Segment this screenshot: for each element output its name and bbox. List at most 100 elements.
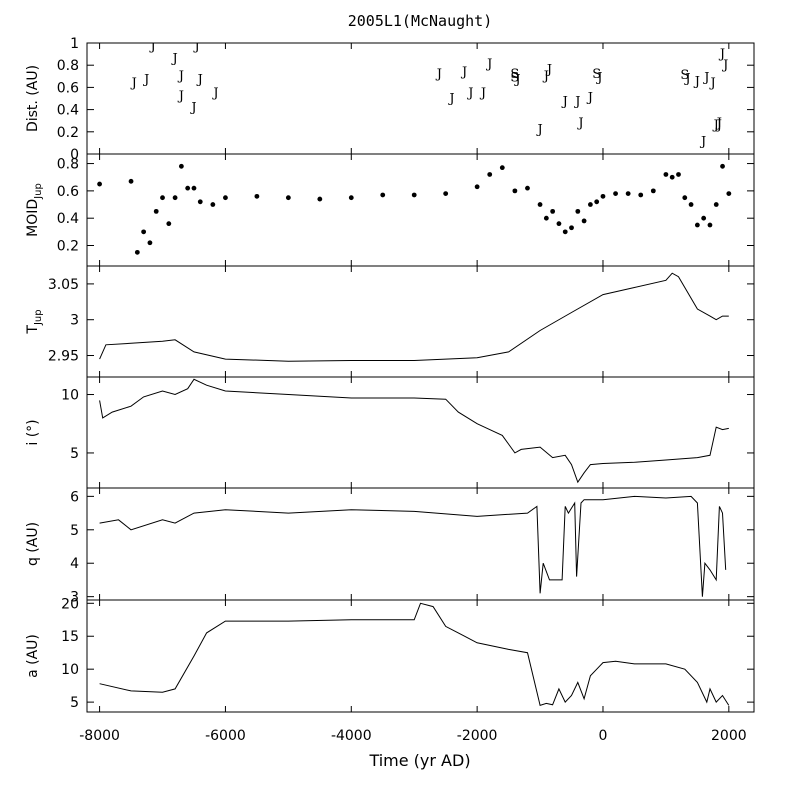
data-point	[223, 195, 228, 201]
encounter-marker: J	[712, 118, 719, 133]
encounter-marker: J	[542, 69, 549, 84]
x-tick-label: -6000	[205, 728, 246, 744]
encounter-marker: S	[680, 68, 689, 83]
plot-area	[99, 272, 729, 362]
data-point	[487, 172, 493, 177]
data-point	[97, 181, 102, 187]
data-point	[726, 191, 732, 197]
encounter-marker: J	[142, 73, 149, 88]
encounter-marker: J	[466, 86, 473, 101]
encounter-marker: J	[189, 100, 196, 115]
encounter-marker: J	[721, 58, 728, 73]
encounter-marker: J	[595, 70, 602, 85]
data-point	[581, 218, 587, 224]
y-tick-label: 0.4	[57, 211, 79, 227]
plot-area	[99, 378, 729, 484]
data-point	[694, 222, 700, 228]
data-point	[556, 221, 562, 227]
data-point	[185, 185, 191, 191]
data-point	[525, 185, 530, 191]
x-tick-label: -4000	[331, 728, 372, 744]
x-axis-label: Time (yr AD)	[368, 751, 470, 770]
y-tick-label: 5	[70, 695, 79, 711]
x-tick-label: 0	[599, 728, 608, 744]
data-point	[625, 191, 631, 197]
data-point	[285, 195, 291, 201]
data-point	[134, 249, 140, 255]
data-point	[638, 192, 644, 198]
y-tick-label: 1	[70, 36, 79, 52]
x-tick-label: -2000	[457, 728, 498, 744]
y-tick-label: 0.6	[57, 80, 79, 96]
y-tick-label: 0.8	[57, 157, 79, 173]
encounter-marker: J	[177, 89, 184, 104]
encounter-marker: J	[148, 39, 155, 54]
data-point	[153, 208, 159, 214]
encounter-marker: J	[718, 47, 725, 62]
y-axis-label: i (°)	[25, 419, 41, 445]
y-tick-label: 10	[61, 388, 79, 404]
data-point	[707, 222, 713, 228]
encounter-marker: J	[715, 116, 722, 131]
data-point	[569, 225, 574, 231]
plot-area	[97, 163, 732, 255]
encounter-marker: J	[447, 91, 454, 106]
data-point	[600, 193, 606, 199]
panel-incl: 5 10 i (°)	[25, 376, 755, 489]
y-axis-label: a (AU)	[25, 634, 41, 678]
encounter-marker: J	[513, 73, 520, 88]
encounter-marker: J	[561, 95, 568, 110]
panel-q: 3 4 5 6 q (AU)	[25, 487, 755, 606]
y-tick-label: 4	[70, 556, 79, 572]
encounter-marker: S	[510, 67, 519, 82]
data-point	[587, 202, 593, 207]
encounter-marker: J	[702, 70, 709, 85]
y-tick-label: 20	[61, 596, 79, 612]
panel-moid: 0.2 0.4 0.6 0.8 MOIDJup	[25, 153, 755, 267]
y-tick-label: 0.2	[57, 239, 79, 255]
panel-frame	[86, 599, 755, 713]
data-point	[594, 199, 600, 205]
data-point	[543, 215, 549, 221]
data-point	[178, 163, 184, 169]
y-tick-label: 5	[70, 523, 79, 539]
encounter-marker: J	[485, 57, 492, 72]
data-point	[411, 192, 417, 198]
data-point	[613, 191, 618, 197]
data-point	[575, 208, 581, 214]
data-point	[443, 191, 449, 197]
encounter-marker: J	[699, 135, 706, 150]
y-tick-label: 0.8	[57, 58, 79, 74]
y-tick-label: 15	[61, 629, 79, 645]
encounter-marker: J	[177, 69, 184, 84]
data-point	[197, 199, 203, 205]
data-point	[128, 178, 134, 184]
data-point	[669, 174, 675, 180]
data-point	[160, 195, 165, 201]
encounter-marker: J	[573, 95, 580, 110]
y-tick-label: 0.6	[57, 184, 79, 200]
y-axis-label: Dist. (AU)	[25, 65, 41, 132]
encounter-marker: J	[193, 39, 200, 54]
data-point	[191, 185, 197, 191]
encounter-marker: J	[708, 76, 715, 91]
y-tick-label: 0	[70, 147, 79, 163]
encounter-marker: J	[170, 51, 177, 66]
data-point	[682, 195, 688, 201]
encounter-marker: J	[576, 116, 583, 131]
chart-title: 2005L1(McNaught)	[348, 12, 493, 30]
encounter-marker: J	[130, 76, 137, 91]
data-point	[499, 165, 505, 171]
y-tick-label: 6	[70, 489, 79, 505]
series-line	[99, 378, 729, 484]
data-point	[512, 188, 518, 194]
y-axis-label: MOIDJup	[25, 183, 44, 237]
data-point	[720, 163, 725, 169]
data-point	[537, 202, 543, 207]
panel-frame	[86, 487, 755, 601]
